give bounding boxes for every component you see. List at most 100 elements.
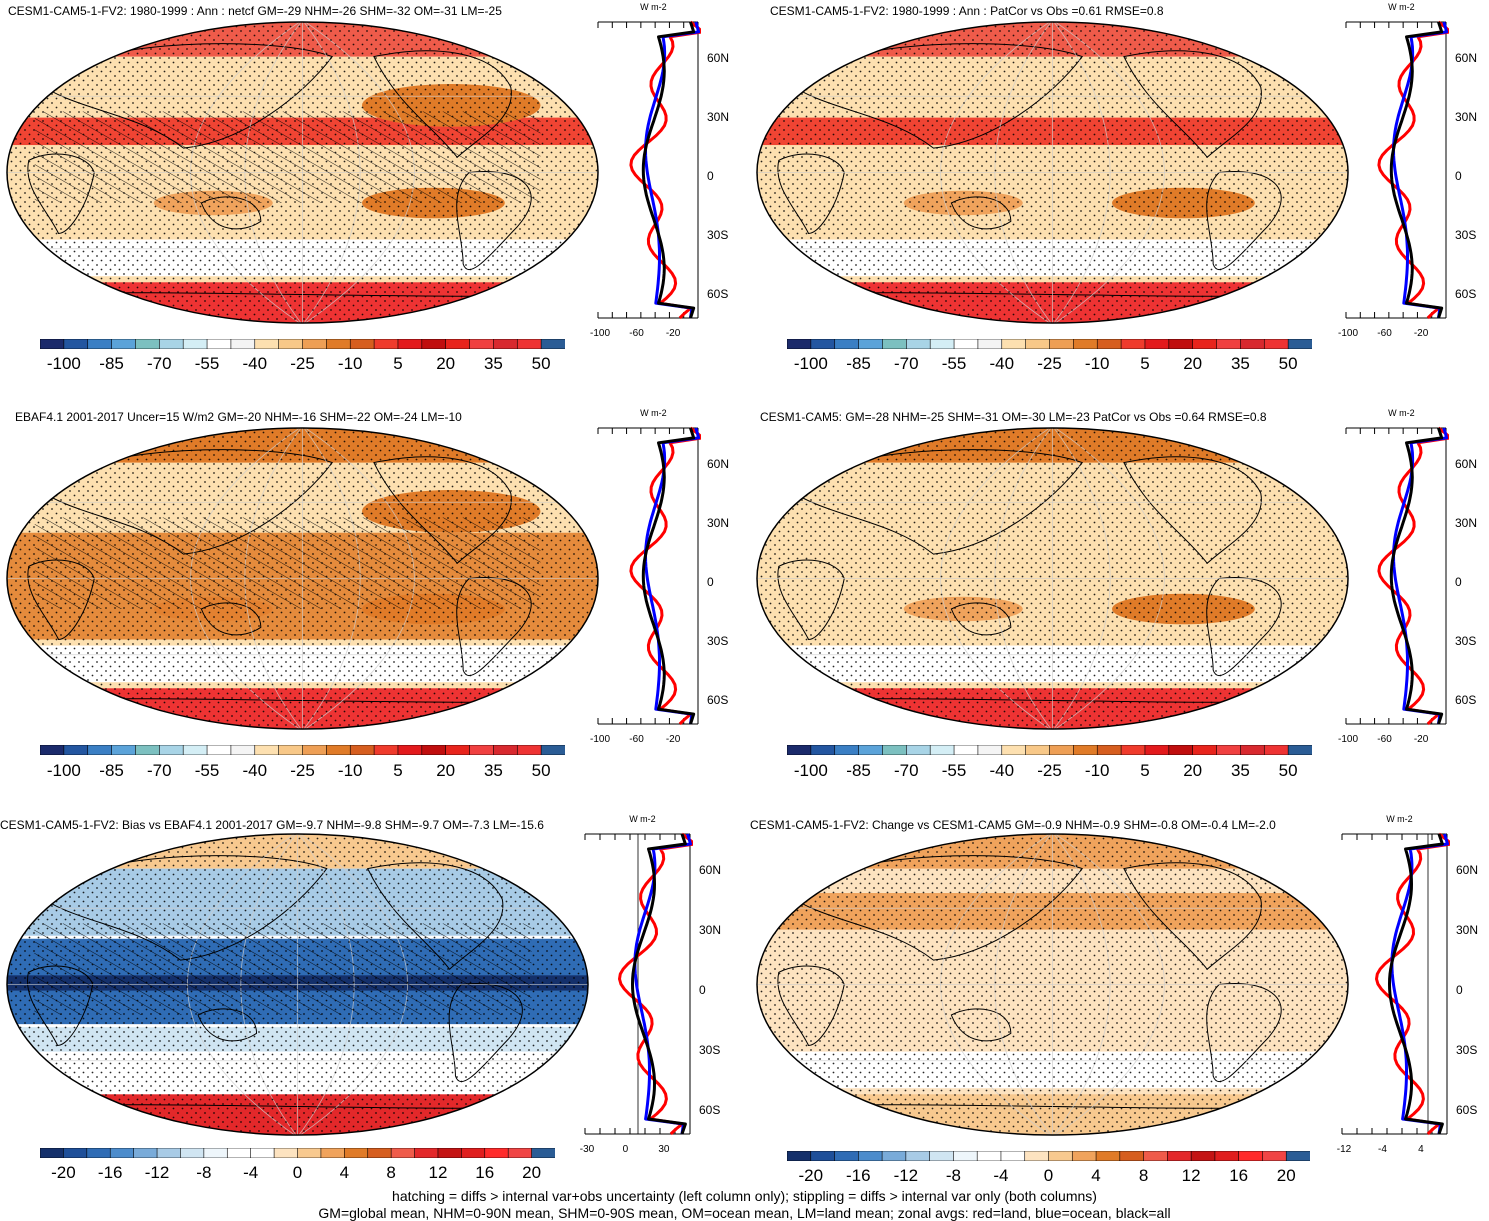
colorbar-swatch [1263, 339, 1289, 349]
colorbar-label: 8 [386, 1163, 396, 1182]
zonal-mean-line [1377, 426, 1449, 726]
zonal-mean-line [1377, 20, 1449, 320]
colorbar-swatch [1216, 745, 1242, 755]
colorbar-swatch [367, 1148, 392, 1158]
zonal-x-tick-label: -4 [1378, 1144, 1387, 1155]
colorbar-swatch [1001, 339, 1027, 349]
zonal-mean-line [641, 21, 696, 319]
latitude-label: 60S [1455, 693, 1477, 707]
colorbar-swatch [1192, 339, 1218, 349]
latitude-label: 0 [707, 169, 714, 183]
colorbar-swatch [278, 339, 304, 349]
colorbar-swatch [397, 339, 423, 349]
latitude-label: 30N [1456, 923, 1479, 937]
colorbar-label: -10 [337, 354, 363, 373]
colorbar-swatch [1024, 1151, 1050, 1161]
colorbar-swatch [1025, 339, 1051, 349]
colorbar-swatch [180, 1148, 205, 1158]
colorbar-label: 20 [436, 354, 456, 373]
colorbar-label: 8 [1138, 1166, 1149, 1185]
colorbar-swatch [1168, 745, 1194, 755]
colorbar-swatch [230, 745, 256, 755]
colorbar-swatch [516, 339, 542, 349]
colorbar-label: 5 [1140, 761, 1150, 780]
latitude-label: 30N [699, 923, 722, 937]
colorbar-swatch [1073, 339, 1099, 349]
zonal-mean-line [1389, 21, 1444, 319]
colorbar-swatch [882, 339, 908, 349]
colorbar-swatch [882, 745, 908, 755]
colorbar-swatch [493, 339, 519, 349]
colorbar-label: 35 [1230, 354, 1250, 373]
colorbar-label: -55 [941, 354, 967, 373]
zonal-x-tick-label: 4 [1418, 1144, 1424, 1155]
colorbar-label: -85 [99, 354, 124, 373]
colorbar-swatch [278, 745, 304, 755]
latitude-label: 30S [1455, 634, 1477, 648]
colorbar [787, 339, 1312, 349]
colorbar-label: 12 [1181, 1166, 1201, 1185]
world-map [756, 427, 1349, 730]
colorbar-swatch [302, 745, 328, 755]
colorbar [40, 1148, 555, 1158]
colorbar-swatch [1285, 1151, 1310, 1161]
colorbar-swatch [977, 339, 1003, 349]
colorbar-label: -70 [894, 761, 919, 780]
colorbar-label: -25 [290, 354, 315, 373]
zonal-mean-line [618, 832, 693, 1136]
colorbar-swatch [273, 1148, 299, 1158]
colorbar-swatch [437, 1148, 463, 1158]
zonal-unit-label: W m-2 [629, 814, 656, 824]
colorbar-swatch [1240, 339, 1266, 349]
colorbar-label: 20 [522, 1163, 542, 1182]
colorbar-swatch [373, 339, 399, 349]
colorbar-swatch [810, 339, 836, 349]
zonal-x-tick-label: -100 [1337, 328, 1359, 339]
colorbar-labels: -100 -85 -70 -55 -40 -25 -10 5 20 35 50 [40, 761, 565, 783]
colorbar-labels: -100 -85 -70 -55 -40 -25 -10 5 20 35 50 [787, 761, 1312, 783]
latitude-label: 30S [699, 1043, 721, 1057]
colorbar-label: -70 [894, 354, 919, 373]
colorbar-label: -55 [194, 761, 220, 780]
colorbar-swatch [929, 745, 955, 755]
colorbar-swatch [87, 339, 113, 349]
colorbar-label: 16 [475, 1163, 495, 1182]
colorbar-swatch [63, 339, 89, 349]
colorbar-label: -55 [941, 761, 967, 780]
colorbar-swatch [302, 339, 328, 349]
colorbar-swatch [1071, 1151, 1097, 1161]
latitude-label: 30S [707, 634, 729, 648]
colorbar-swatch [326, 745, 352, 755]
colorbar-swatch [349, 339, 375, 349]
colorbar-label: -12 [893, 1166, 919, 1185]
colorbar-swatch [469, 745, 495, 755]
colorbar-swatch [135, 745, 161, 755]
zonal-x-tick-label: -20 [1413, 734, 1429, 745]
world-map [6, 21, 599, 324]
panel-title: CESM1-CAM5-1-FV2: 1980-1999 : Ann : netc… [8, 4, 502, 18]
world-map [6, 833, 589, 1136]
colorbar-swatch [929, 1151, 955, 1161]
colorbar-swatch [1096, 745, 1122, 755]
colorbar-swatch [111, 339, 137, 349]
colorbar-label: 50 [1278, 354, 1298, 373]
latitude-label: 0 [1455, 169, 1462, 183]
zonal-mean-plot [1345, 426, 1449, 726]
latitude-label: 60N [1455, 51, 1478, 65]
colorbar-label: 35 [1230, 761, 1250, 780]
zonal-x-tick-label: -60 [629, 328, 644, 339]
latitude-label: 0 [1456, 983, 1463, 997]
colorbar-label: -55 [194, 354, 220, 373]
colorbar-label: 50 [531, 354, 551, 373]
panel-title: CESM1-CAM5-1-FV2: Change vs CESM1-CAM5 G… [750, 818, 1276, 832]
colorbar-swatch [977, 745, 1003, 755]
zonal-x-tick-label: -100 [1337, 734, 1359, 745]
colorbar-swatch [1073, 745, 1099, 755]
colorbar-swatch [421, 745, 447, 755]
latitude-label: 60N [707, 457, 730, 471]
latitude-label: 0 [707, 575, 714, 589]
colorbar-label: 50 [531, 761, 551, 780]
zonal-x-tick-label: 0 [622, 1144, 629, 1155]
colorbar-swatch [133, 1148, 158, 1158]
colorbar-label: 4 [1091, 1166, 1101, 1185]
